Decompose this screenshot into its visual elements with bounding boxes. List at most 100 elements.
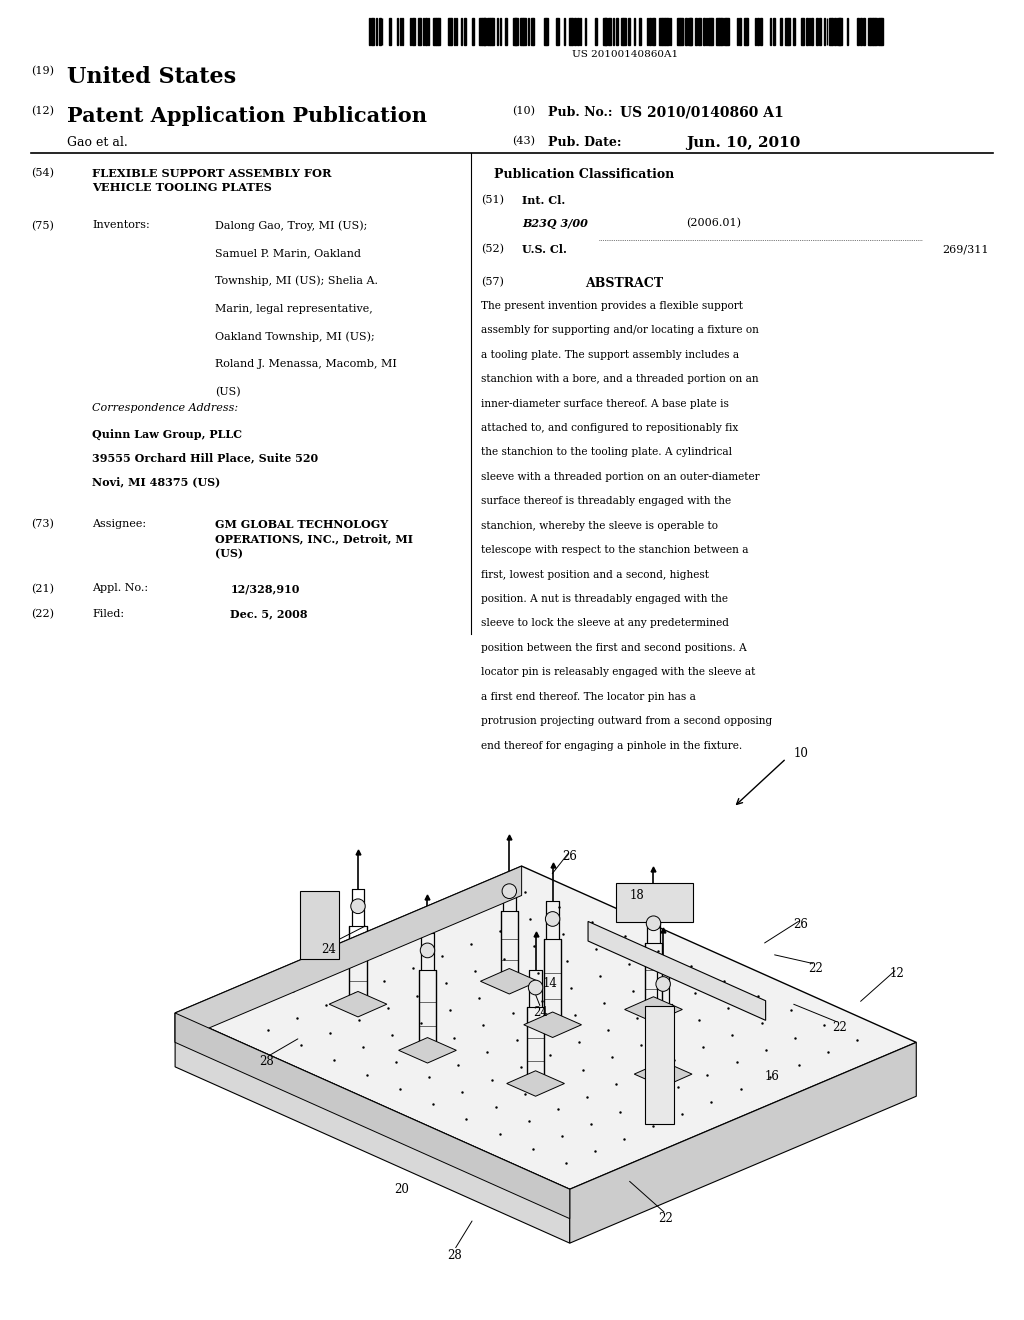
Text: Quinn Law Group, PLLC: Quinn Law Group, PLLC [92,429,242,440]
Text: Township, MI (US); Shelia A.: Township, MI (US); Shelia A. [215,276,378,286]
Polygon shape [175,1012,569,1218]
Bar [654,18,655,45]
Bar [528,18,529,45]
Bar [438,18,440,45]
Bar [530,18,534,45]
Text: inner-diameter surface thereof. A base plate is: inner-diameter surface thereof. A base p… [481,399,729,409]
Text: Int. Cl.: Int. Cl. [522,195,565,206]
Text: 39555 Orchard Hill Place, Suite 520: 39555 Orchard Hill Place, Suite 520 [92,453,318,463]
Polygon shape [616,883,693,921]
Bar [659,18,663,45]
Bar [831,18,834,45]
Text: 28: 28 [446,1249,462,1262]
Bar [688,18,690,45]
Polygon shape [634,1061,692,1086]
Text: The present invention provides a flexible support: The present invention provides a flexibl… [481,301,743,312]
Bar [662,18,665,45]
Text: assembly for supporting and/or locating a fixture on: assembly for supporting and/or locating … [481,325,759,335]
Text: Oakland Township, MI (US);: Oakland Township, MI (US); [215,331,375,342]
Text: (73): (73) [31,519,53,529]
Bar [556,18,559,45]
Text: Roland J. Menassa, Macomb, MI: Roland J. Menassa, Macomb, MI [215,359,397,370]
Text: Filed:: Filed: [92,609,124,619]
Text: Gao et al.: Gao et al. [67,136,127,149]
Bar [425,18,427,45]
Text: sleeve to lock the sleeve at any predetermined: sleeve to lock the sleeve at any predete… [481,618,729,628]
Text: Assignee:: Assignee: [92,519,146,529]
Bar [372,18,374,45]
Text: 20: 20 [394,1183,409,1196]
Text: 22: 22 [831,1022,847,1034]
Bar [837,18,840,45]
Text: first, lowest position and a second, highest: first, lowest position and a second, hig… [481,570,710,579]
Polygon shape [329,991,387,1016]
Text: (75): (75) [31,220,53,231]
Text: a tooling plate. The support assembly includes a: a tooling plate. The support assembly in… [481,350,739,360]
Bar [744,18,746,45]
Polygon shape [398,1038,457,1063]
Bar [840,18,843,45]
Text: United States: United States [67,66,236,88]
Bar [806,18,808,45]
Bar [544,18,546,45]
Bar [736,18,738,45]
Bar [399,18,401,45]
Bar [451,18,453,45]
Bar [389,18,391,45]
Text: 12/328,910: 12/328,910 [230,583,300,594]
Bar [454,18,455,45]
Text: (43): (43) [512,136,535,147]
Bar [746,18,748,45]
Polygon shape [507,1071,564,1096]
Bar [615,18,618,45]
Bar [435,18,438,45]
Text: surface thereof is threadably engaged with the: surface thereof is threadably engaged wi… [481,496,731,507]
Bar [739,18,740,45]
Text: Pub. Date:: Pub. Date: [548,136,622,149]
Bar [418,18,420,45]
Bar [716,18,719,45]
Bar [646,18,648,45]
Bar [829,18,833,45]
Text: the stanchion to the tooling plate. A cylindrical: the stanchion to the tooling plate. A cy… [481,447,732,458]
Bar [816,18,818,45]
Bar [484,18,485,45]
Circle shape [656,977,671,991]
Bar [719,18,721,45]
Text: FLEXIBLE SUPPORT ASSEMBLY FOR
VEHICLE TOOLING PLATES: FLEXIBLE SUPPORT ASSEMBLY FOR VEHICLE TO… [92,168,332,193]
Circle shape [546,912,560,927]
Text: 26: 26 [562,850,578,863]
Polygon shape [175,866,521,1043]
Bar [500,18,502,45]
Bar [402,18,403,45]
Polygon shape [300,891,339,960]
Bar [523,18,525,45]
Polygon shape [588,921,766,1020]
Bar [413,18,416,45]
Bar [379,18,381,45]
Bar [574,18,577,45]
Bar [876,18,878,45]
Text: stanchion with a bore, and a threaded portion on an: stanchion with a bore, and a threaded po… [481,375,759,384]
Bar [639,18,641,45]
Bar [482,18,484,45]
Text: (10): (10) [512,106,535,116]
Bar [801,18,804,45]
Text: Publication Classification: Publication Classification [494,168,674,181]
Bar [695,18,696,45]
Text: 269/311: 269/311 [942,244,988,255]
Polygon shape [175,1012,569,1243]
Bar [487,18,489,45]
Bar [505,18,507,45]
Text: 10: 10 [794,747,808,760]
Text: 28: 28 [259,1056,274,1068]
Bar [726,18,729,45]
Bar [757,18,759,45]
Bar [634,18,635,45]
Bar [690,18,692,45]
Bar [867,18,870,45]
Text: ABSTRACT: ABSTRACT [586,277,664,290]
Text: Patent Application Publication: Patent Application Publication [67,106,427,125]
Text: Marin, legal representative,: Marin, legal representative, [215,304,373,314]
Polygon shape [480,969,539,994]
